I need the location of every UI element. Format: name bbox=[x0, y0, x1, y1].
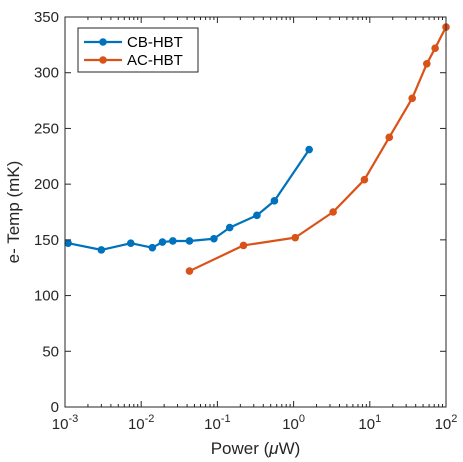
data-point bbox=[385, 133, 394, 142]
data-point bbox=[64, 239, 72, 247]
data-point bbox=[270, 197, 279, 205]
y-tick-label: 300 bbox=[34, 65, 59, 82]
x-tick-label: 101 bbox=[358, 413, 381, 433]
axes-box bbox=[64, 16, 447, 408]
data-point bbox=[169, 237, 177, 245]
x-tick-label: 10-2 bbox=[128, 413, 154, 433]
data-point bbox=[210, 234, 218, 243]
legend-box bbox=[77, 27, 199, 73]
y-tick-label: 0 bbox=[51, 399, 59, 416]
data-point bbox=[305, 145, 313, 154]
series-line-1 bbox=[188, 26, 447, 273]
data-point bbox=[126, 239, 135, 247]
data-point bbox=[225, 223, 234, 232]
data-point bbox=[423, 60, 431, 68]
x-tick-label: 10-3 bbox=[52, 413, 78, 433]
data-point bbox=[185, 237, 194, 245]
data-point bbox=[253, 211, 261, 220]
y-tick-label: 100 bbox=[34, 288, 59, 305]
data-point bbox=[431, 44, 439, 52]
y-tick-label: 250 bbox=[34, 120, 59, 137]
y-tick-label: 350 bbox=[34, 9, 59, 26]
y-tick-label: 150 bbox=[34, 232, 59, 249]
data-point bbox=[329, 208, 337, 216]
x-axis-label: Power (μW) bbox=[211, 439, 301, 458]
x-tick-label: 102 bbox=[435, 413, 458, 433]
data-point bbox=[291, 233, 300, 242]
legend-label: AC-HBT bbox=[127, 52, 183, 69]
data-point bbox=[360, 175, 369, 184]
data-point bbox=[239, 241, 248, 250]
data-point bbox=[148, 243, 157, 252]
data-point bbox=[158, 238, 167, 246]
plot-area bbox=[64, 23, 450, 275]
data-point bbox=[185, 267, 194, 275]
x-tick-label: 10-1 bbox=[204, 413, 230, 433]
data-point bbox=[97, 246, 106, 254]
x-tick-label: 100 bbox=[282, 413, 305, 433]
legend-marker bbox=[99, 56, 107, 64]
y-tick-label: 50 bbox=[42, 343, 59, 360]
y-axis-label: e- Temp (mK) bbox=[4, 161, 23, 264]
y-tick-label: 200 bbox=[34, 176, 59, 193]
data-point bbox=[408, 94, 416, 103]
legend-marker bbox=[99, 38, 107, 46]
legend-label: CB-HBT bbox=[127, 34, 183, 51]
